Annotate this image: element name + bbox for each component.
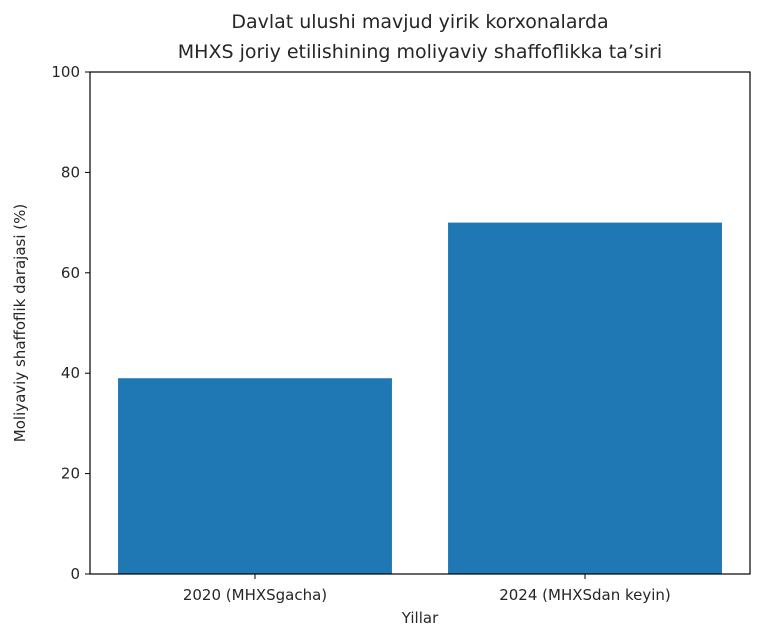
chart-title-line-1: Davlat ulushi mavjud yirik korxonalarda [231,11,608,33]
y-axis-label: Moliyaviy shaffoflik darajasi (%) [11,204,29,442]
x-axis-label: Yillar [401,609,439,627]
y-tick-label-1: 20 [61,465,80,483]
y-tick-label-5: 100 [51,63,80,81]
chart-title-line-2: MHXS joriy etilishining moliyaviy shaffo… [178,41,662,63]
x-tick-label-1: 2024 (MHXSdan keyin) [499,586,671,604]
bars-group [118,222,722,574]
y-tick-label-3: 60 [61,264,80,282]
x-tick-label-0: 2020 (MHXSgacha) [183,586,327,604]
y-tick-label-2: 40 [61,364,80,382]
bar-0 [118,378,392,574]
y-axis-ticks: 0 20 40 60 80 100 [51,63,90,583]
bar-1 [448,222,722,574]
y-tick-label-0: 0 [70,565,80,583]
plot-frame [89,71,751,575]
y-tick-label-4: 80 [61,163,80,181]
x-axis-ticks: 2020 (MHXSgacha) 2024 (MHXSdan keyin) [183,574,671,604]
